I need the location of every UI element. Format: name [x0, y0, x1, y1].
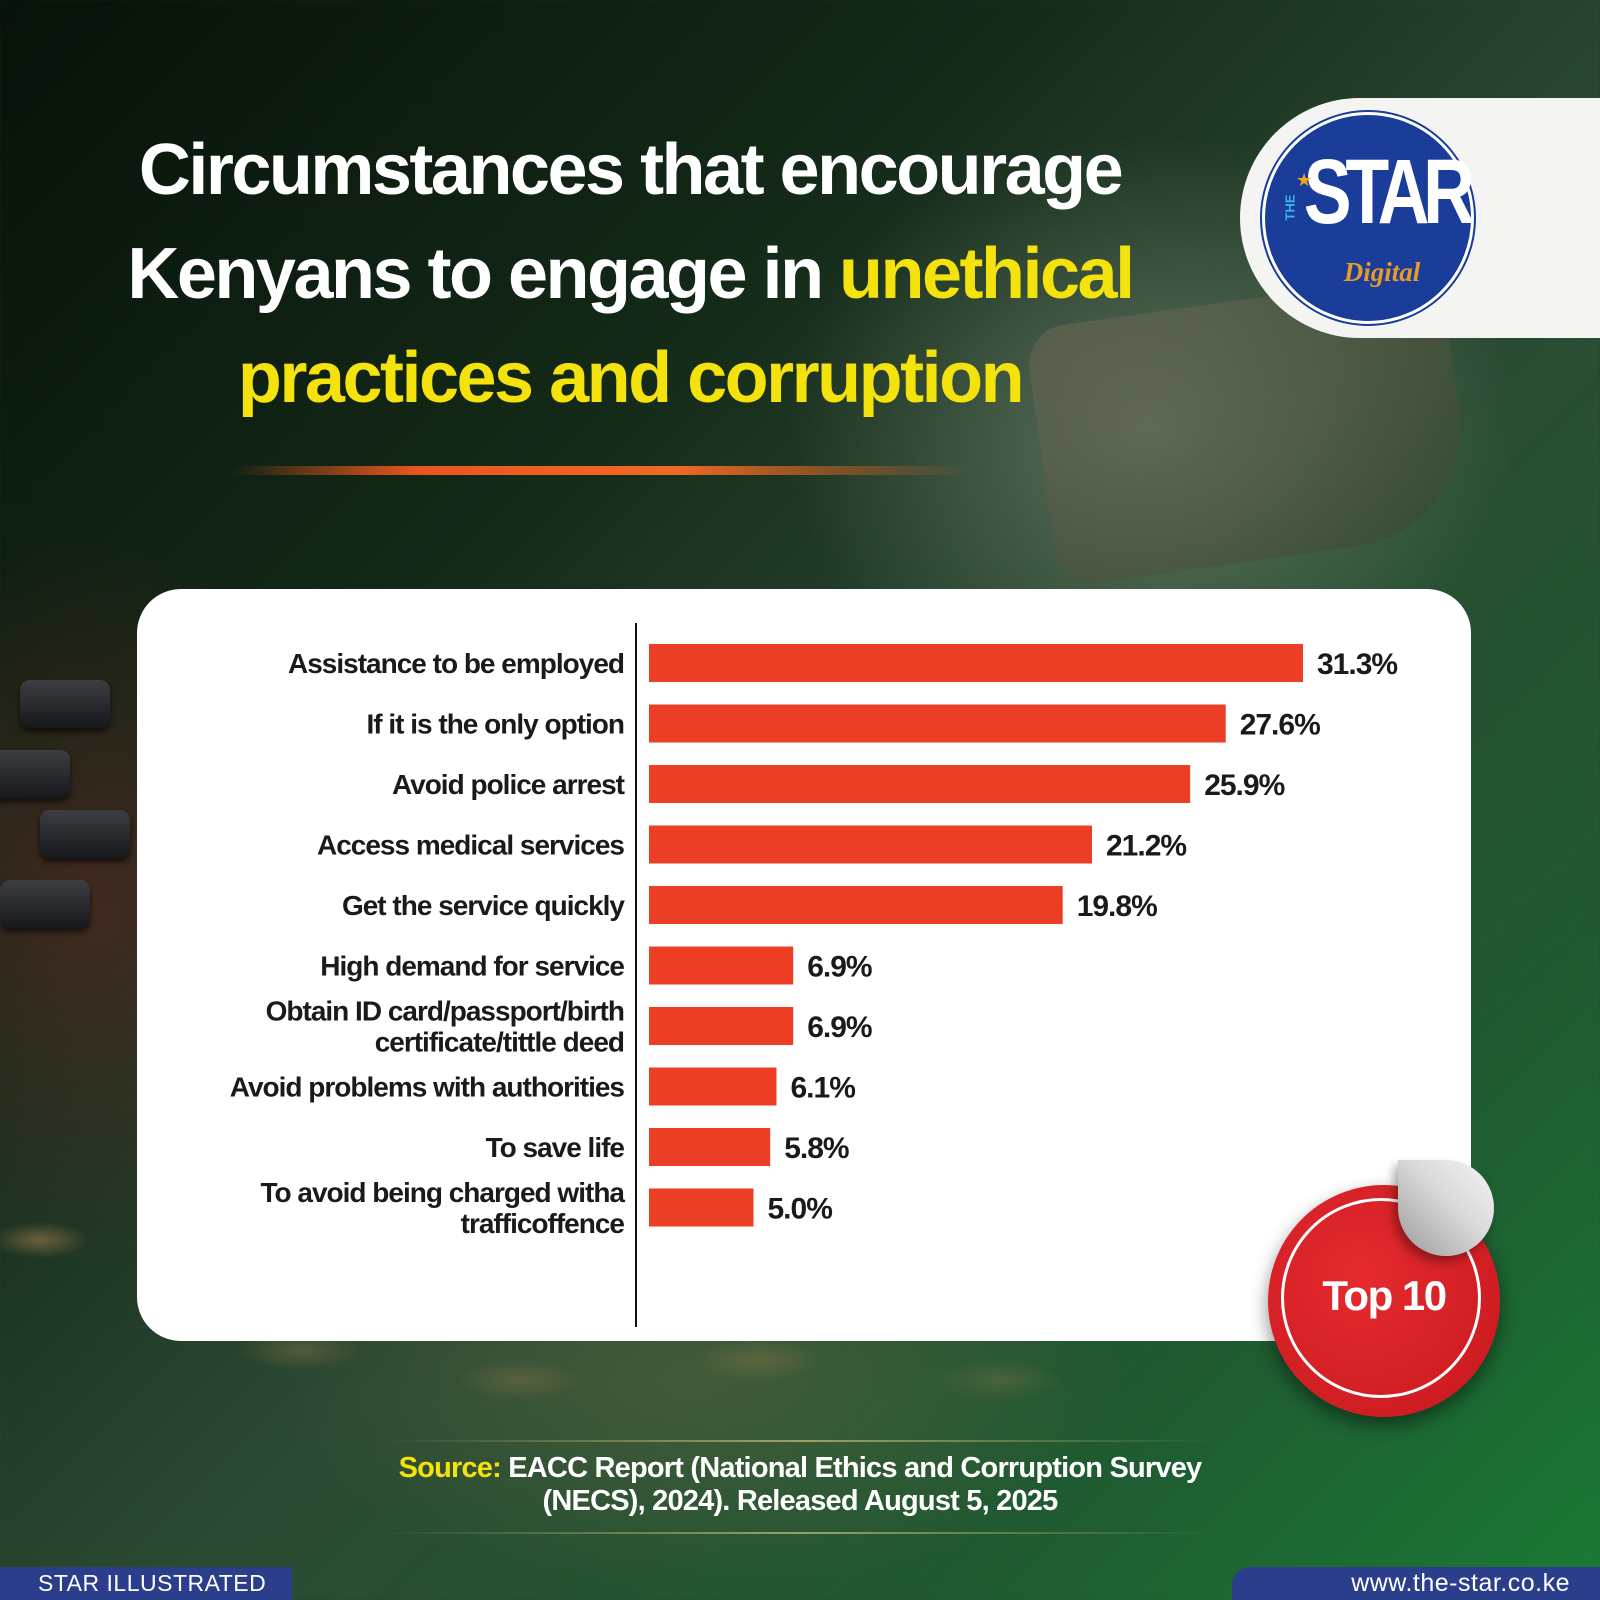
value-label: 6.1% [791, 1072, 856, 1105]
calculator-key [40, 810, 130, 858]
calculator-key [0, 750, 70, 798]
category-label: High demand for service [320, 951, 624, 982]
footer-website: www.the-star.co.ke [1232, 1567, 1600, 1600]
headline-line-1: Circumstances that encourage [138, 130, 1124, 210]
category-label: To save life [486, 1132, 625, 1163]
logo-subtitle: Digital [1343, 257, 1421, 287]
the-star-logo [1262, 112, 1474, 324]
value-label: 21.2% [1106, 830, 1186, 863]
footer-credit: STAR ILLUSTRATED [0, 1567, 292, 1600]
calculator-key [0, 880, 90, 928]
bar [649, 946, 794, 985]
category-label: Access medical services [317, 830, 624, 861]
bar [649, 765, 1191, 803]
value-label: 25.9% [1204, 769, 1284, 802]
bar [649, 825, 1092, 864]
category-label: certificate/tittle deed [375, 1027, 624, 1058]
badge-label: Top 10 [1322, 1272, 1447, 1319]
chart-marks: 31.3% Assistance to be employed 27.6% If it… [230, 644, 1398, 1239]
bar [649, 704, 1226, 743]
category-label: To avoid being charged witha [260, 1177, 625, 1208]
bar [649, 1007, 794, 1045]
star-icon: ★ [1296, 170, 1313, 190]
background-calculator-keys [0, 640, 140, 1020]
value-label: 6.9% [807, 951, 872, 984]
category-label: trafficoffence [461, 1208, 625, 1239]
bar [649, 886, 1063, 924]
bar-chart: 31.3% Assistance to be employed 27.6% If it… [230, 623, 1398, 1327]
source-line-2: (NECS), 2024). Released August 5, 2025 [542, 1485, 1059, 1517]
headline-divider [232, 466, 970, 475]
source-line-1: Source: EACC Report (National Ethics and… [300, 1452, 1300, 1485]
badge-ring [1281, 1198, 1481, 1398]
source-divider-top [380, 1440, 1220, 1442]
bar [649, 644, 1303, 682]
headline-line-2-highlight: unethical [839, 234, 1135, 314]
category-label: Obtain ID card/passport/birth [266, 996, 624, 1027]
bar [649, 1128, 771, 1166]
category-label: Avoid police arrest [392, 769, 625, 800]
category-label: Assistance to be employed [288, 648, 624, 679]
value-label: 27.6% [1240, 709, 1320, 742]
headline-line-3: practices and corruption [237, 338, 1025, 418]
logo-the: THE [1282, 194, 1298, 221]
logo-wordmark: STAR [1303, 141, 1475, 243]
headline-line-2-white: Kenyans to engage in [127, 234, 840, 314]
category-label: If it is the only option [366, 709, 624, 740]
source-text-1: EACC Report (National Ethics and Corrupt… [500, 1452, 1202, 1484]
source-label: Source: [398, 1452, 502, 1484]
bar [649, 1067, 777, 1106]
source-divider-bottom [380, 1532, 1220, 1534]
value-label: 31.3% [1317, 648, 1397, 681]
category-label: Avoid problems with authorities [230, 1072, 625, 1103]
bar [649, 1188, 754, 1227]
value-label: 5.0% [768, 1193, 833, 1226]
headline-line-2: Kenyans to engage in unethical [60, 222, 1200, 326]
value-label: 19.8% [1077, 890, 1157, 923]
value-label: 6.9% [807, 1011, 872, 1044]
calculator-key [20, 680, 110, 728]
sticker-curl [1398, 1160, 1494, 1256]
category-label: Get the service quickly [342, 890, 625, 921]
value-label: 5.8% [784, 1132, 849, 1165]
source-note: Source: EACC Report (National Ethics and… [300, 1452, 1300, 1518]
chart-headline: Circumstances that encourage Kenyans to … [60, 118, 1200, 430]
